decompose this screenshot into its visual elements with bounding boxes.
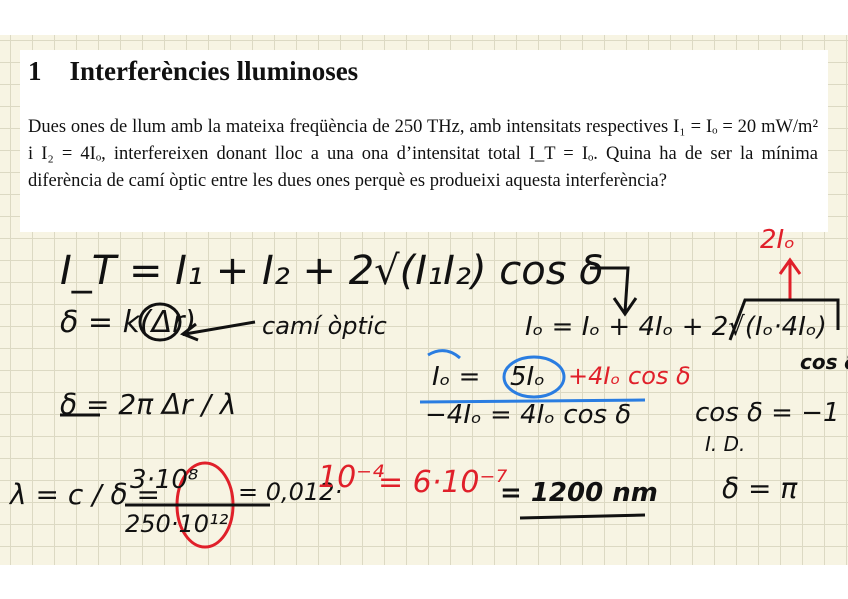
hw-line-delta: δ = k(Δr) — [60, 305, 197, 340]
hw-eq-b-circled: 5Iₒ — [510, 362, 545, 392]
hw-lambda-denominator: 250·10¹² — [125, 510, 229, 538]
hw-lambda-power-red: 10⁻⁴ — [318, 460, 385, 495]
sqrt-sign — [728, 298, 840, 341]
hw-eq-a-cos: cos δ — [800, 350, 848, 374]
hw-lambda-lhs: λ = c / δ = — [10, 478, 160, 511]
hw-2io-red: 2Iₒ — [760, 225, 795, 255]
hw-lambda-final: = 1200 nm — [500, 478, 658, 508]
hw-note-optical-path: camí òptic — [262, 312, 387, 340]
hw-eq-a: Iₒ = Iₒ + 4Iₒ + 2√(Iₒ·4Iₒ) — [525, 312, 827, 342]
arrow-down-icon — [590, 266, 638, 317]
hw-lambda-numerator: 3·10⁸ — [130, 465, 199, 495]
hw-eq-b-left: Iₒ = — [432, 362, 481, 392]
hw-line-intensity: I_T = I₁ + I₂ + 2√(I₁I₂) cos δ — [60, 248, 604, 294]
problem-box: 1 Interferències lluminoses Dues ones de … — [20, 50, 828, 232]
final-underline — [519, 513, 646, 520]
blue-circle — [502, 355, 566, 399]
blue-underline — [419, 349, 646, 404]
hw-delta-result: δ = π — [722, 472, 798, 505]
problem-statement: Dues ones de llum amb la mateixa freqüèn… — [28, 117, 818, 191]
hw-eq-c: −4Iₒ = 4Iₒ cos δ — [425, 400, 632, 430]
arrow-up-icon — [778, 257, 802, 300]
hw-lambda-eq2: = 6·10⁻⁷ — [378, 465, 508, 500]
hw-line-delta-formula: δ = 2π Δr / λ — [60, 388, 237, 421]
hw-cos-result: cos δ = −1 — [695, 398, 840, 428]
hw-id-label: I. D. — [705, 432, 746, 456]
arrow-left-icon — [179, 320, 256, 342]
circle-delta-r — [138, 302, 182, 342]
fraction-bar — [60, 413, 270, 507]
hw-lambda-mid: = 0,012· — [238, 478, 343, 506]
hw-eq-b-red: +4Iₒ cos δ — [568, 362, 691, 390]
problem-title: 1 Interferències lluminoses — [28, 56, 359, 86]
